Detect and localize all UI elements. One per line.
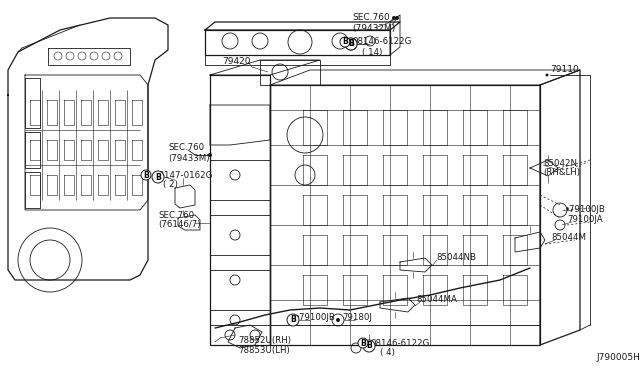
Text: B: B <box>348 39 354 48</box>
Text: ( 2): ( 2) <box>163 180 178 189</box>
Text: 08146-6122G: 08146-6122G <box>370 339 429 347</box>
Text: 08147-0162G: 08147-0162G <box>153 170 212 180</box>
Circle shape <box>358 338 368 348</box>
Circle shape <box>336 318 340 322</box>
Circle shape <box>340 37 350 47</box>
Text: 78852U(RH): 78852U(RH) <box>238 336 291 344</box>
Text: B: B <box>348 39 354 48</box>
Text: •79100JB: •79100JB <box>565 205 606 215</box>
Text: (76146/7): (76146/7) <box>158 221 200 230</box>
Text: 78853U(LH): 78853U(LH) <box>238 346 290 355</box>
Text: 79180J: 79180J <box>342 314 372 323</box>
Text: J790005H: J790005H <box>596 353 640 362</box>
Text: SEC.760: SEC.760 <box>168 144 204 153</box>
Text: 08146-6122G: 08146-6122G <box>352 38 412 46</box>
Text: 79420: 79420 <box>222 58 250 67</box>
Circle shape <box>287 314 299 326</box>
Text: ( 14): ( 14) <box>362 48 382 57</box>
Text: SEC.760: SEC.760 <box>158 211 194 219</box>
Circle shape <box>345 38 357 50</box>
Circle shape <box>392 16 396 20</box>
Circle shape <box>545 74 548 77</box>
Text: B: B <box>155 173 161 182</box>
Text: 79110: 79110 <box>550 65 579 74</box>
Text: 79100JA: 79100JA <box>567 215 603 224</box>
Circle shape <box>208 153 212 157</box>
Circle shape <box>345 38 357 50</box>
Text: B: B <box>143 170 149 180</box>
Circle shape <box>363 340 375 352</box>
Text: •79100JB: •79100JB <box>295 314 336 323</box>
Circle shape <box>395 16 399 20</box>
Text: 85044M: 85044M <box>551 234 586 243</box>
Text: SEC.760: SEC.760 <box>352 13 390 22</box>
Text: ( 4): ( 4) <box>380 349 395 357</box>
Text: B: B <box>342 38 348 46</box>
Text: 85042N: 85042N <box>543 158 577 167</box>
Circle shape <box>141 170 151 180</box>
Text: B: B <box>290 315 296 324</box>
Circle shape <box>152 171 164 183</box>
Text: B: B <box>360 339 366 347</box>
Text: (79432M): (79432M) <box>352 23 396 32</box>
Text: (RH&LH): (RH&LH) <box>543 169 580 177</box>
Text: (79433M): (79433M) <box>168 154 209 163</box>
Text: 85044NB: 85044NB <box>436 253 476 263</box>
Text: 85044MA: 85044MA <box>416 295 457 305</box>
Text: B: B <box>366 341 372 350</box>
